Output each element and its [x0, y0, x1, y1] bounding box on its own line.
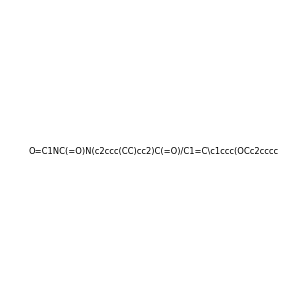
Text: O=C1NC(=O)N(c2ccc(CC)cc2)C(=O)/C1=C\c1ccc(OCc2cccc: O=C1NC(=O)N(c2ccc(CC)cc2)C(=O)/C1=C\c1cc…	[29, 147, 279, 156]
